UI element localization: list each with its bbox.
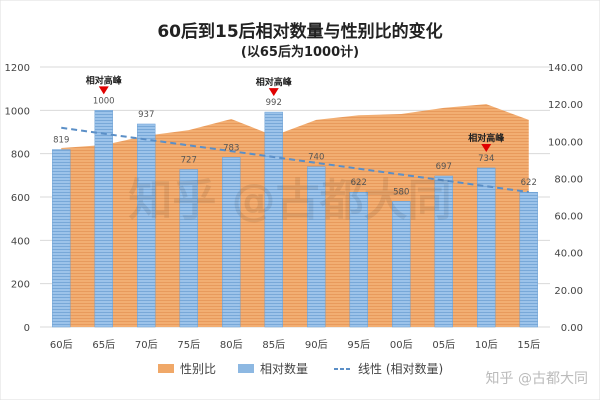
right-tick-label: 100.00 — [548, 137, 583, 148]
x-tick-label: 95后 — [347, 339, 370, 351]
x-tick-label: 75后 — [177, 339, 200, 351]
legend-swatch-count — [238, 364, 254, 373]
watermark: 知乎 @古都大同 — [128, 175, 451, 226]
bar-10后 — [477, 167, 496, 328]
bar-00后 — [392, 201, 411, 328]
x-tick-label: 60后 — [50, 339, 73, 351]
legend-label: 相对数量 — [260, 361, 308, 376]
data-label: 727 — [181, 155, 197, 165]
bar-15后 — [519, 191, 538, 328]
left-tick-label: 800 — [11, 150, 30, 161]
x-tick-label: 80后 — [220, 339, 243, 351]
left-tick-label: 1000 — [5, 106, 30, 117]
peak-marker-icon — [268, 88, 279, 97]
x-tick-label: 10后 — [475, 339, 498, 351]
legend-label: 线性 (相对数量) — [358, 361, 443, 376]
data-label: 734 — [478, 154, 494, 164]
bar-60后 — [52, 149, 71, 328]
right-tick-label: 120.00 — [548, 100, 583, 111]
right-tick-label: 20.00 — [554, 286, 583, 297]
data-label: 1000 — [93, 96, 115, 106]
data-label: 992 — [266, 98, 282, 108]
peak-marker-icon — [98, 86, 109, 95]
right-tick-label: 60.00 — [554, 212, 583, 223]
data-label: 580 — [393, 187, 409, 197]
chart-title: 60后到15后相对数量与性别比的变化 — [157, 21, 442, 42]
data-label: 937 — [138, 110, 154, 120]
legend: 性别比 相对数量 线性 (相对数量) — [158, 361, 443, 376]
x-tick-label: 90后 — [305, 339, 328, 351]
bar-75后 — [179, 169, 198, 328]
x-tick-label: 65后 — [92, 339, 115, 351]
x-tick-label: 70后 — [135, 339, 158, 351]
legend-swatch-sex-ratio — [158, 364, 174, 373]
right-tick-label: 0.00 — [561, 323, 583, 334]
left-tick-label: 600 — [11, 193, 30, 204]
peak-annotation: 相对高峰 — [86, 74, 123, 86]
data-label: 697 — [436, 162, 452, 172]
x-tick-label: 00后 — [390, 339, 413, 351]
peak-marker-icon — [481, 143, 492, 152]
bar-05后 — [434, 175, 453, 328]
right-tick-label: 140.00 — [548, 63, 583, 74]
bar-95后 — [349, 191, 368, 328]
left-tick-label: 0 — [24, 323, 30, 334]
right-tick-label: 80.00 — [554, 174, 583, 185]
data-label: 622 — [521, 178, 537, 188]
peak-annotation: 相对高峰 — [468, 132, 505, 144]
peak-annotation: 相对高峰 — [256, 76, 293, 88]
bar-85后 — [264, 111, 283, 328]
data-label: 819 — [53, 136, 69, 146]
x-tick-label: 85后 — [262, 339, 285, 351]
right-tick-label: 40.00 — [554, 249, 583, 260]
bar-70后 — [137, 123, 156, 328]
x-tick-label: 15后 — [517, 339, 540, 351]
data-label: 783 — [223, 143, 239, 153]
data-label: 622 — [351, 178, 367, 188]
x-tick-label: 05后 — [432, 339, 455, 351]
bar-65后 — [94, 110, 113, 328]
legend-label: 性别比 — [180, 362, 216, 376]
left-tick-label: 400 — [11, 236, 30, 247]
trendline — [61, 126, 529, 194]
credit: 知乎 @古都大同 — [486, 370, 588, 387]
data-label: 740 — [308, 153, 324, 163]
area-sex-ratio — [61, 104, 529, 328]
chart-subtitle: (以65后为1000计) — [241, 44, 359, 60]
bar-90后 — [307, 166, 326, 328]
bar-80后 — [222, 157, 241, 328]
left-tick-label: 1200 — [5, 63, 30, 74]
left-tick-label: 200 — [11, 280, 30, 291]
